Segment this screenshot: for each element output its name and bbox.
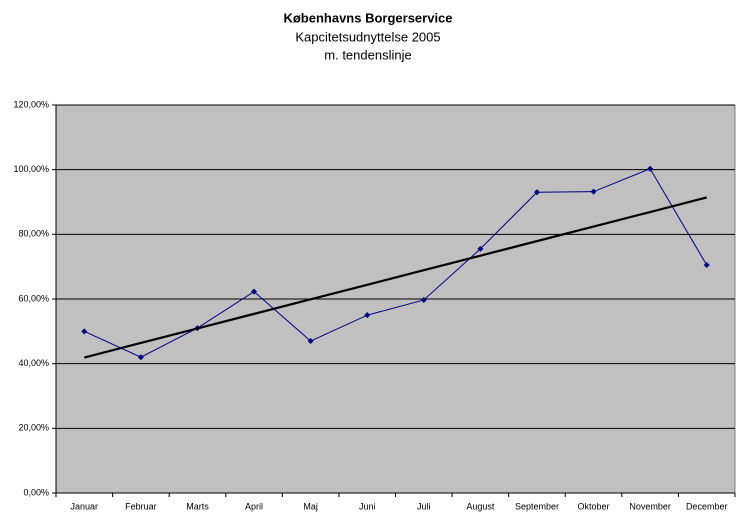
x-tick-label: Februar: [125, 501, 157, 511]
data-point: [533, 189, 540, 196]
y-tick-label: 40,00%: [18, 358, 49, 368]
x-tick-label: Maj: [303, 501, 318, 511]
y-tick-label: 60,00%: [18, 293, 49, 303]
y-tick-label: 80,00%: [18, 229, 49, 239]
data-point: [590, 188, 597, 195]
data-point: [137, 354, 144, 361]
x-tick-label: Juli: [417, 501, 431, 511]
data-line: [84, 168, 708, 358]
chart-subtitle: m. tendenslinje: [324, 47, 411, 62]
x-tick-label: Marts: [186, 501, 209, 511]
data-point: [81, 328, 88, 335]
x-tick-label: Juni: [359, 501, 376, 511]
x-tick-label: September: [515, 501, 559, 511]
x-tick-label: Oktober: [578, 501, 610, 511]
x-tick-label: April: [245, 501, 263, 511]
y-tick-label: 120,00%: [13, 99, 49, 109]
data-point: [307, 338, 314, 345]
data-point: [477, 245, 484, 252]
x-tick-label: November: [629, 501, 671, 511]
trend-line: [84, 196, 707, 359]
x-tick-label: Januar: [71, 501, 99, 511]
data-point: [251, 288, 258, 295]
x-tick-label: August: [466, 501, 495, 511]
y-tick-label: 100,00%: [13, 164, 49, 174]
data-point: [647, 165, 654, 172]
chart-subtitle: Kapcitetsudnyttelse 2005: [295, 29, 440, 44]
data-point: [703, 262, 710, 269]
x-tick-label: December: [686, 501, 728, 511]
y-tick-label: 0,00%: [23, 487, 49, 497]
y-tick-label: 20,00%: [18, 423, 49, 433]
data-point: [364, 312, 371, 319]
data-point: [420, 296, 427, 303]
chart-title: Københavns Borgerservice: [283, 10, 452, 25]
